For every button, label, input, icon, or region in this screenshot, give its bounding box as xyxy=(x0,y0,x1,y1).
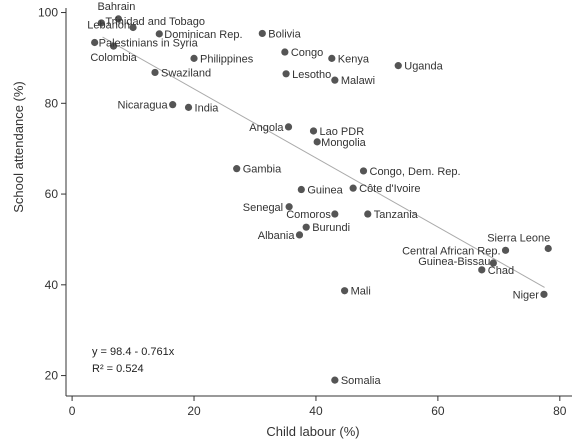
data-point xyxy=(282,70,290,78)
point-label: Niger xyxy=(513,289,540,301)
point-label: Congo, Dem. Rep. xyxy=(370,166,461,178)
data-point xyxy=(284,123,293,131)
point-label: Palestinians in Syria xyxy=(99,37,199,49)
point-label: Senegal xyxy=(243,202,283,214)
x-tick-label: 0 xyxy=(69,404,76,418)
point-label: Angola xyxy=(249,122,284,134)
data-point xyxy=(302,223,310,231)
y-tick-label: 80 xyxy=(45,96,59,110)
data-point xyxy=(331,376,339,384)
point-label: Colombia xyxy=(90,52,137,64)
point-label: Lesotho xyxy=(292,69,331,81)
point-label: Mali xyxy=(351,286,371,298)
data-point xyxy=(341,287,349,295)
point-label: Lebanon xyxy=(87,20,130,32)
y-tick-label: 60 xyxy=(45,187,59,201)
data-point xyxy=(155,30,163,38)
data-point xyxy=(109,42,118,50)
regression-equation: y = 98.4 - 0.761x xyxy=(92,346,175,358)
r-squared-label: R² = 0.524 xyxy=(92,363,144,375)
data-point xyxy=(114,15,123,23)
point-label: India xyxy=(195,102,220,114)
point-label: Lao PDR xyxy=(320,126,365,138)
data-point xyxy=(295,231,304,239)
data-point xyxy=(151,68,159,77)
data-point xyxy=(169,101,177,109)
point-label: Burundi xyxy=(312,222,350,234)
point-label: Philippines xyxy=(200,53,254,65)
x-axis-title: Child labour (%) xyxy=(266,424,359,439)
point-label: Côte d'Ivoire xyxy=(359,183,420,195)
data-point xyxy=(313,138,321,146)
point-label: Sierra Leone xyxy=(487,233,550,245)
point-label: Comoros xyxy=(286,209,331,221)
data-point xyxy=(331,76,339,84)
data-point xyxy=(129,23,137,32)
x-tick-label: 60 xyxy=(431,404,445,418)
data-point xyxy=(478,266,486,274)
y-axis-title: School attendance (%) xyxy=(11,81,26,213)
point-label: Mongolia xyxy=(321,137,367,149)
data-point xyxy=(285,203,293,211)
point-label: Central African Rep. xyxy=(402,245,500,257)
point-label: Uganda xyxy=(404,61,443,73)
point-label: Trinidad and Tobago xyxy=(105,16,205,28)
data-point xyxy=(331,210,339,218)
data-point xyxy=(328,54,336,62)
x-tick-label: 40 xyxy=(309,404,323,418)
x-tick-label: 80 xyxy=(553,404,567,418)
point-label: Tanzania xyxy=(374,209,419,221)
axes: 0 20 40 60 80 20 40 60 80 100 xyxy=(38,6,572,418)
point-label: Bahrain xyxy=(97,1,135,13)
point-label: Guinea xyxy=(307,185,343,197)
data-point xyxy=(97,19,105,27)
point-label: Somalia xyxy=(341,375,382,387)
y-tick-label: 40 xyxy=(45,278,59,292)
x-tick-label: 20 xyxy=(187,404,201,418)
y-tick-label: 100 xyxy=(38,6,58,20)
data-point xyxy=(91,38,99,47)
data-point xyxy=(309,127,318,135)
point-label: Congo xyxy=(291,47,323,59)
data-point xyxy=(281,48,289,56)
data-point xyxy=(184,103,193,111)
data-point xyxy=(258,29,266,38)
point-label: Malawi xyxy=(341,75,375,87)
data-point xyxy=(540,290,548,298)
point-label: Bolivia xyxy=(268,28,301,40)
y-tick-label: 20 xyxy=(45,369,59,383)
data-point xyxy=(297,185,305,194)
data-point xyxy=(364,210,372,218)
data-point xyxy=(489,259,497,267)
point-label: Kenya xyxy=(338,53,370,65)
point-label: Guinea-Bissau xyxy=(418,256,490,268)
data-point xyxy=(501,246,510,254)
data-point xyxy=(233,165,241,173)
point-label: Nicaragua xyxy=(118,100,169,112)
data-point xyxy=(349,184,357,192)
data-point xyxy=(190,54,198,62)
regression-line xyxy=(102,36,545,288)
point-label: Dominican Rep. xyxy=(164,29,242,41)
data-points xyxy=(91,15,552,384)
data-point xyxy=(394,62,402,70)
data-point xyxy=(359,167,368,175)
point-label: Chad xyxy=(488,265,514,277)
point-label: Gambia xyxy=(243,164,282,176)
point-label: Albania xyxy=(258,230,296,242)
point-label: Swaziland xyxy=(161,67,211,79)
data-point xyxy=(544,244,552,253)
